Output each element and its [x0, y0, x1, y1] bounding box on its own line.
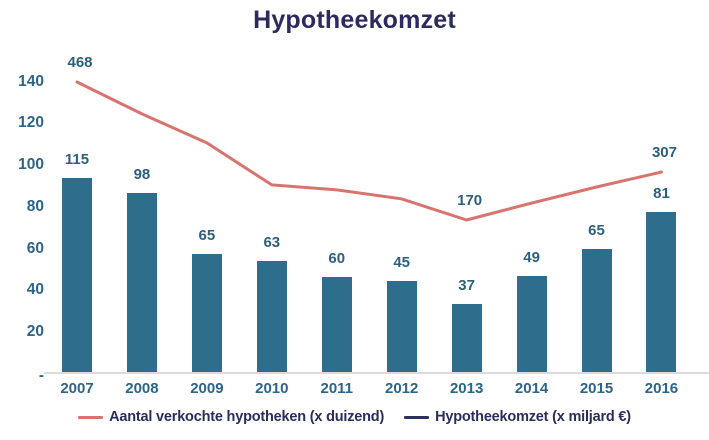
bar-2011 — [321, 276, 352, 372]
bar-value-label-2009: 65 — [198, 227, 216, 245]
bar-2007 — [62, 177, 92, 372]
legend-line-icon — [78, 415, 104, 419]
bar-2015 — [581, 249, 612, 372]
bar-value-label-2007: 115 — [64, 150, 90, 168]
chart-title: Hypotheekomzet — [253, 6, 456, 34]
line-value-label-2016: 307 — [651, 143, 677, 161]
x-tick-label-2009: 2009 — [190, 380, 224, 397]
y-tick-label-60: 60 — [26, 239, 44, 257]
x-tick-label-2016: 2016 — [644, 380, 679, 397]
y-tick-label--: - — [38, 367, 44, 384]
y-tick-label-20: 20 — [26, 323, 44, 341]
line-value-label-2013: 170 — [457, 191, 483, 209]
bar-2016 — [646, 212, 677, 372]
x-tick-label-2008: 2008 — [125, 380, 159, 397]
x-tick-label-2014: 2014 — [514, 380, 549, 397]
legend: Aantal verkochte hypotheken (x duizend) … — [0, 409, 709, 425]
bar-value-label-2008: 98 — [133, 166, 151, 184]
bar-value-label-2014: 49 — [523, 248, 540, 266]
bar-2014 — [516, 275, 547, 372]
legend-label: Aantal verkochte hypotheken (x duizend) — [109, 409, 385, 425]
bar-2012 — [386, 280, 417, 372]
legend-item-hypotheekomzet: Hypotheekomzet (x miljard €) — [404, 409, 631, 425]
x-axis-line — [44, 372, 709, 374]
bar-2008 — [126, 193, 157, 372]
line-series-path — [75, 80, 663, 222]
x-tick-label-2012: 2012 — [385, 380, 419, 397]
bar-value-label-2010: 63 — [263, 233, 281, 251]
y-tick-label-140: 140 — [18, 72, 44, 90]
bar-value-label-2016: 81 — [653, 185, 670, 203]
bar-2013 — [451, 303, 482, 372]
legend-label: Hypotheekomzet (x miljard €) — [435, 409, 631, 425]
y-tick-label-40: 40 — [26, 281, 44, 299]
bar-value-label-2013: 37 — [458, 276, 475, 294]
legend-line-icon — [404, 415, 430, 419]
x-tick-label-2015: 2015 — [579, 380, 614, 397]
bar-value-label-2012: 45 — [393, 253, 411, 271]
x-tick-label-2013: 2013 — [449, 380, 484, 397]
bar-value-label-2011: 60 — [328, 249, 346, 267]
bar-2009 — [191, 254, 222, 372]
x-tick-label-2010: 2010 — [255, 380, 289, 397]
bar-value-label-2015: 65 — [588, 222, 605, 240]
x-tick-label-2011: 2011 — [320, 380, 354, 397]
y-tick-label-100: 100 — [18, 156, 44, 174]
y-tick-label-80: 80 — [26, 197, 44, 215]
line-value-label-2007: 468 — [67, 53, 93, 71]
x-tick-label-2007: 2007 — [60, 380, 94, 397]
y-tick-label-120: 120 — [18, 114, 44, 132]
bar-2010 — [256, 260, 287, 372]
legend-item-aantal-verkochte-hypotheken: Aantal verkochte hypotheken (x duizend) — [78, 409, 384, 425]
